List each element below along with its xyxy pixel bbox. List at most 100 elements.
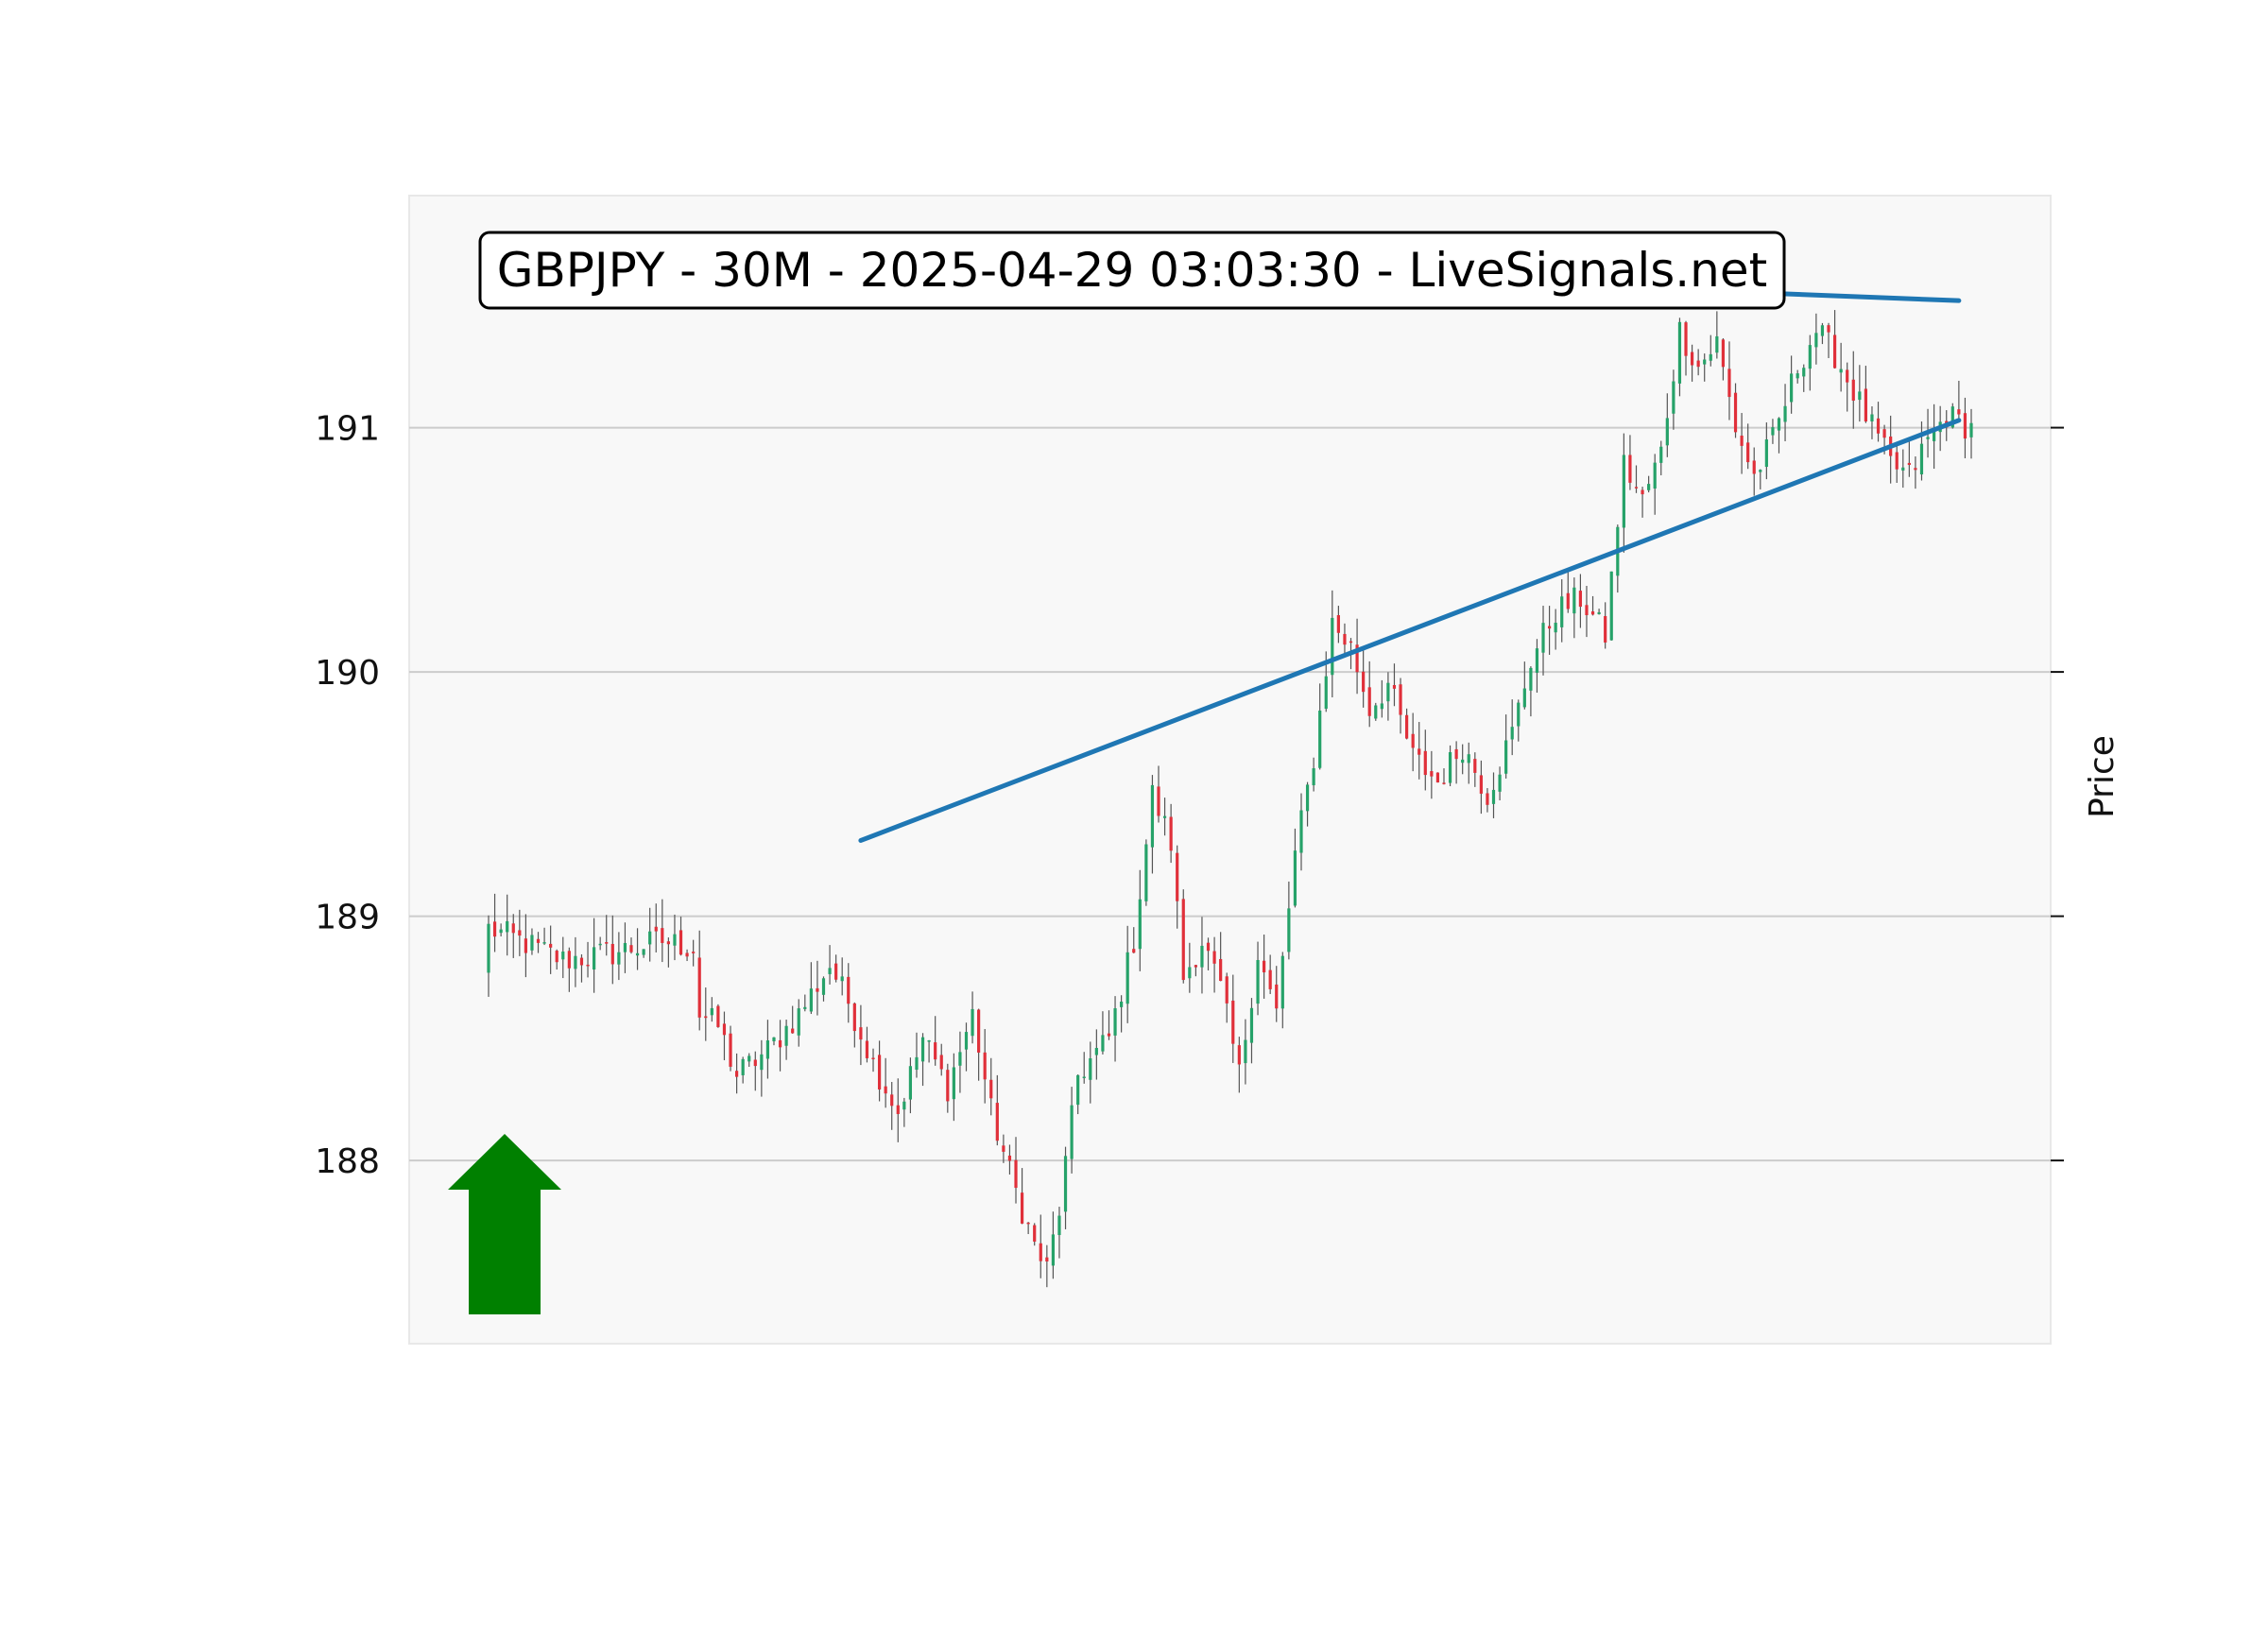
candle-body [1486, 793, 1489, 805]
candle-body [1448, 752, 1452, 783]
candle-body [1665, 418, 1669, 446]
candle [1709, 335, 1712, 367]
candle-body [765, 1040, 770, 1059]
candle [1423, 729, 1427, 791]
candle [635, 928, 640, 970]
candle-body [1733, 392, 1738, 433]
candle-body [1846, 369, 1849, 383]
candle [1752, 447, 1756, 496]
candle-body [524, 938, 527, 953]
candle [1715, 311, 1719, 359]
candle [1604, 602, 1607, 649]
candle-body [1790, 373, 1794, 403]
candle [1832, 310, 1837, 369]
candle [1703, 353, 1707, 382]
candle [1846, 362, 1849, 412]
candle-body [1237, 1045, 1241, 1065]
candle [1479, 760, 1483, 815]
candle [1336, 606, 1340, 643]
candle [1827, 322, 1830, 358]
candle-body [511, 923, 515, 934]
y-tick-label: 189 [315, 899, 380, 937]
candle [1144, 839, 1148, 906]
candle-body [995, 1103, 999, 1141]
candle-body [1225, 976, 1228, 1004]
candle-body [1950, 406, 1954, 428]
candle-body [1026, 1222, 1030, 1225]
candle [778, 1020, 782, 1072]
candle-body [1113, 1008, 1117, 1036]
candle-body [1194, 965, 1197, 968]
candle-body [666, 941, 670, 945]
candle [1392, 663, 1397, 707]
candle-body [1684, 322, 1688, 356]
candle [1244, 1019, 1247, 1085]
candle [1063, 1146, 1068, 1229]
candle-body [1454, 748, 1458, 760]
candle-body [1777, 418, 1781, 431]
candle [586, 941, 590, 978]
candle-body [1659, 446, 1663, 463]
candle [1386, 672, 1390, 721]
candle-body [1404, 714, 1409, 739]
candle-body [561, 952, 565, 960]
candle [1157, 765, 1160, 823]
candle-body [1585, 605, 1589, 616]
candle [1138, 869, 1142, 971]
candle-body [1709, 353, 1712, 361]
candle [1597, 609, 1601, 615]
candle [1957, 380, 1961, 420]
candle-body [1504, 740, 1508, 774]
candle-body [679, 930, 683, 955]
candle [642, 949, 645, 958]
candle [934, 1016, 937, 1066]
candle [685, 949, 689, 962]
candle [1132, 927, 1136, 953]
candle [1585, 586, 1589, 638]
candle-body [1150, 784, 1155, 848]
candle-body [871, 1057, 875, 1059]
candle-body [1039, 1243, 1042, 1261]
candle [692, 939, 696, 967]
candle [1907, 439, 1911, 477]
candle [1206, 937, 1211, 970]
candle-body [1672, 381, 1675, 414]
buy-signal-arrow-icon [448, 1134, 561, 1314]
candle [1380, 679, 1383, 718]
candle [1628, 435, 1632, 490]
candle-body [617, 952, 621, 965]
candle-body [1014, 1159, 1018, 1189]
candle [1176, 845, 1179, 929]
candle-body [1200, 945, 1204, 968]
candle [1517, 699, 1521, 742]
candle [1963, 397, 1967, 458]
candle [847, 963, 850, 1023]
candle [1919, 421, 1924, 481]
candle-body [1120, 1001, 1124, 1007]
candle [487, 915, 490, 997]
candle [542, 927, 546, 946]
candle [1014, 1137, 1018, 1204]
trendline [858, 418, 1962, 843]
candle-body [934, 1042, 937, 1060]
candle-body [803, 1006, 807, 1009]
candle [1529, 666, 1533, 717]
candle-body [1808, 345, 1812, 369]
candle-body [1839, 369, 1843, 373]
candle-body [1280, 955, 1284, 1009]
candle [791, 1005, 795, 1034]
candle [753, 1051, 757, 1091]
grid-lines [409, 426, 2051, 1162]
candle [1045, 1244, 1049, 1288]
candle [1590, 595, 1595, 616]
candle [1790, 355, 1794, 414]
candle-body [1299, 810, 1303, 853]
candle [1188, 942, 1192, 993]
candle-body [1418, 748, 1421, 755]
candle [784, 1020, 788, 1060]
candle-body [834, 963, 838, 980]
candle-body [710, 1007, 713, 1016]
candle-body [946, 1070, 950, 1102]
candle-body [1188, 967, 1192, 979]
candle-body [1820, 325, 1825, 336]
